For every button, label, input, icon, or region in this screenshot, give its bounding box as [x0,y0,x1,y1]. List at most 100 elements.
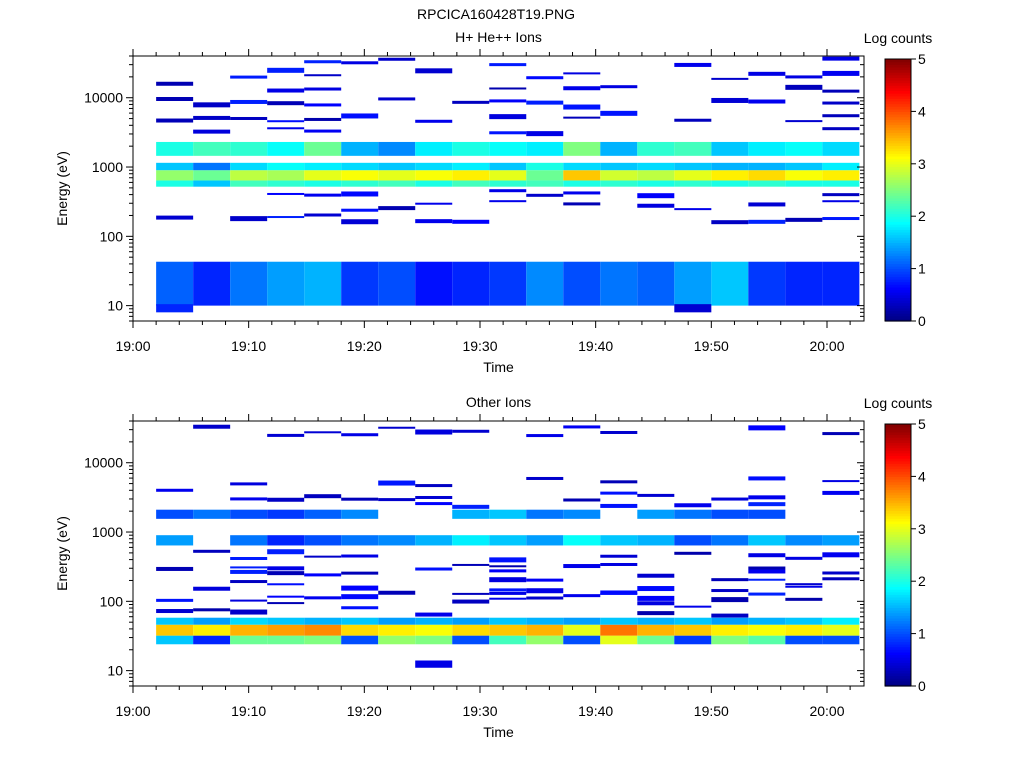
heatmap-cell [748,170,786,181]
heatmap-cell [378,206,416,211]
colorbar-segment [885,318,911,322]
colorbar-segment [885,479,911,483]
heatmap-cell [378,57,416,61]
colorbar-segment [885,570,911,574]
heatmap-cell [452,100,490,104]
heatmap-cell [304,509,342,519]
heatmap-cell [785,585,823,588]
colorbar-segment [885,434,911,438]
heatmap-cell [341,208,379,212]
heatmap-cell [156,624,194,636]
heatmap-cell [415,141,453,156]
heatmap-cell [563,104,601,110]
colorbar-segment [885,486,911,491]
colorbar-segment [885,205,911,209]
colorbar-segment [885,268,911,272]
heatmap-cell [230,99,268,104]
heatmap-cell [748,592,786,596]
heatmap-cell [526,476,564,480]
heatmap-cell [193,617,231,625]
heatmap-cell [711,589,749,593]
heatmap-cell [341,180,379,187]
heatmap-cell [748,509,786,519]
colorbar-segment [885,216,911,220]
colorbar-segment [885,610,911,614]
heatmap-cell [563,624,601,636]
heatmap-cell [674,503,712,508]
heatmap-cell [600,180,638,187]
colorbar-segment [885,623,911,627]
heatmap-cell [415,535,453,546]
heatmap-cell [637,617,675,625]
colorbar-segment [885,531,911,535]
colorbar-segment [885,473,911,477]
heatmap-cell [711,170,749,181]
heatmap-cell [415,119,453,123]
colorbar-segment [885,284,911,288]
colorbar-segment [885,455,911,459]
colorbar-segment [885,591,911,595]
heatmap-cell [489,569,527,573]
heatmap-cell [711,141,749,156]
colorbar-segment [885,203,911,207]
colorbar-segment [885,158,911,162]
x-tick-label: 19:40 [578,338,613,354]
heatmap-cell [452,599,490,604]
colorbar-segment [885,294,911,299]
heatmap-cell [415,660,453,668]
heatmap-cell [822,180,860,187]
heatmap-cell [748,162,786,171]
heatmap-cell [193,624,231,636]
heatmap-cell [711,97,749,103]
colorbar-segment [885,447,911,451]
colorbar-segment [885,539,911,543]
heatmap-cell [748,553,786,558]
heatmap-cell [452,624,490,636]
heatmap-cell [304,261,342,306]
heatmap-cell [563,72,601,75]
heatmap-cell [637,601,675,606]
colorbar-segment [885,161,911,165]
colorbar-segment [885,549,911,553]
heatmap-cell [563,162,601,171]
colorbar-segment [885,602,911,606]
heatmap-cell [378,162,416,171]
plot-area [156,424,860,668]
x-tick-label: 19:30 [462,338,497,354]
colorbar-segment [885,229,911,233]
colorbar-segment [885,499,911,504]
heatmap-cell [563,191,601,195]
heatmap-cell [526,509,564,519]
heatmap-cell [600,592,638,595]
colorbar-segment [885,74,911,78]
colorbar-segment [885,523,911,527]
heatmap-cell [711,162,749,171]
heatmap-cell [822,70,860,76]
colorbar-segment [885,675,911,679]
heatmap-cell [822,571,860,575]
colorbar-segment [885,672,911,677]
colorbar-segment [885,471,911,475]
colorbar-segment [885,596,911,601]
heatmap-cell [600,617,638,625]
heatmap-cell [341,61,379,65]
x-axis-label: Time [483,724,514,740]
colorbar-segment [885,657,911,661]
colorbar-segment [885,255,911,259]
colorbar-segment [885,560,911,564]
colorbar-segment [885,145,911,149]
colorbar-segment [885,641,911,645]
heatmap-cell [378,261,416,306]
colorbar-segment [885,431,911,436]
heatmap-cell [452,635,490,645]
heatmap-cell [785,162,823,171]
heatmap-cell [304,170,342,181]
heatmap-cell [193,170,231,181]
heatmap-cell [711,77,749,80]
heatmap-cell [230,599,268,602]
heatmap-cell [489,87,527,90]
heatmap-cell [230,75,268,79]
heatmap-cell [637,162,675,171]
heatmap-cell [489,63,527,67]
heatmap-cell [267,127,305,130]
